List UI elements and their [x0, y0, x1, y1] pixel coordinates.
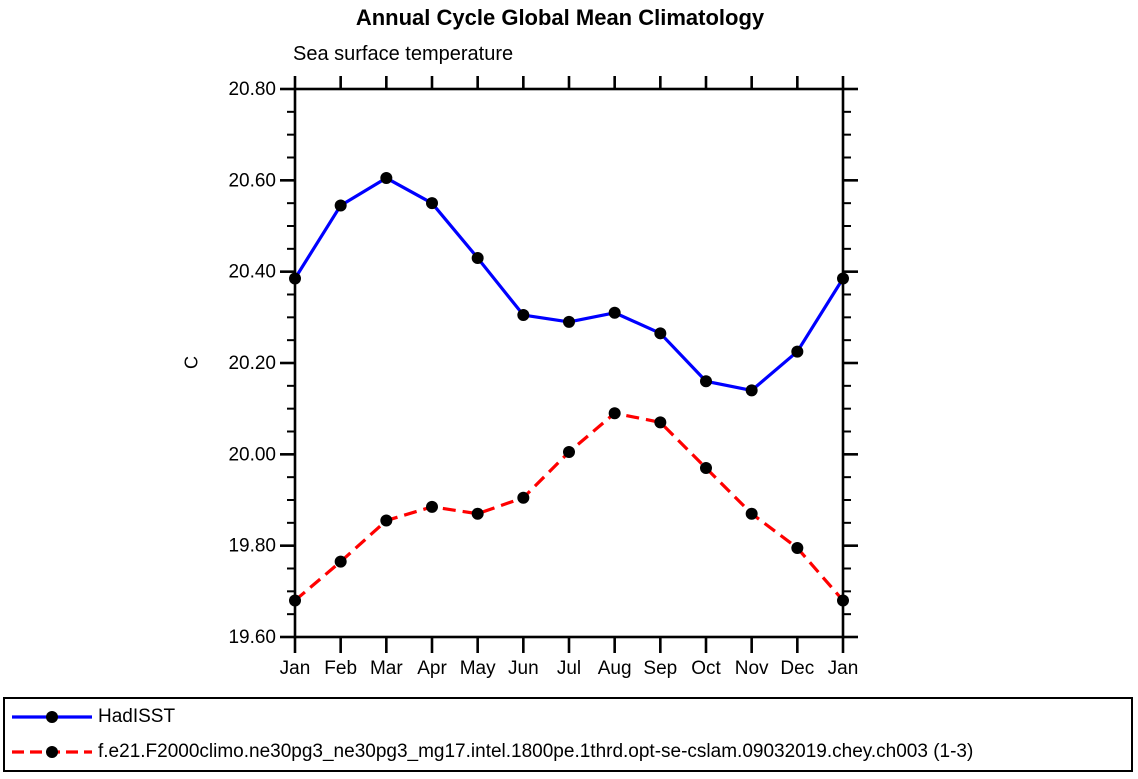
series-marker-1	[426, 500, 438, 513]
legend-line-sample-solid	[12, 711, 92, 724]
series-marker-1	[563, 446, 575, 459]
annual-cycle-line-chart: 19.60 19.80 20.00 20.20 20.40 20.60 20.80 Jan Fe…	[228, 76, 859, 679]
x-axis-month-label: May	[460, 658, 496, 679]
x-axis-month-label: Aug	[598, 658, 632, 679]
plot-frame	[293, 87, 845, 639]
x-axis-month-label: Jan	[280, 658, 311, 679]
series-marker-1	[700, 462, 712, 475]
series-marker-0	[837, 272, 849, 285]
series-marker-0	[517, 309, 530, 322]
series-marker-1	[608, 407, 621, 420]
chart-subtitle: Sea surface temperature	[293, 43, 514, 65]
y-axis-tick-label: 20.20	[228, 353, 276, 374]
y-axis-tick-label: 19.60	[228, 627, 276, 648]
series-marker-0	[563, 315, 575, 328]
x-axis-month-label: Sep	[643, 658, 677, 679]
x-axis-month-label: Oct	[691, 658, 721, 679]
x-axis-month-label: Nov	[735, 658, 769, 679]
y-axis-tick-label: 20.00	[228, 444, 276, 465]
x-axis-month-label: Apr	[417, 658, 447, 679]
series-marker-1	[380, 514, 393, 527]
y-axis-tick-label: 20.80	[228, 79, 276, 100]
legend-marker-dot	[46, 745, 58, 758]
series-marker-1	[289, 594, 301, 607]
series-marker-1	[517, 491, 530, 504]
series-marker-1	[471, 507, 484, 520]
legend-row-hadisst: HadISST	[5, 701, 1131, 734]
series-marker-0	[654, 327, 667, 340]
series-marker-1	[791, 541, 804, 554]
y-axis-tick-label: 19.80	[228, 536, 276, 557]
series-line-0	[293, 176, 845, 392]
legend-box: HadISST f.e21.F2000climo.ne30pg3_ne30pg3…	[3, 697, 1133, 772]
series-marker-0	[791, 345, 804, 358]
x-axis-month-label: Jan	[828, 658, 859, 679]
series-line-1	[293, 411, 845, 602]
series-marker-0	[289, 272, 301, 285]
x-axis-month-label: Feb	[324, 658, 357, 679]
x-axis-month-label: Jun	[508, 658, 539, 679]
series-marker-0	[334, 199, 347, 212]
legend-label-hadisst: HadISST	[98, 706, 176, 728]
series-marker-1	[837, 594, 849, 607]
series-marker-1	[334, 555, 347, 568]
series-marker-0	[745, 384, 758, 397]
series-marker-0	[426, 197, 438, 210]
series-marker-0	[380, 172, 393, 185]
x-axis-month-label: Dec	[780, 658, 814, 679]
x-axis-month-label: Mar	[370, 658, 403, 679]
y-axis-tick-label: 20.40	[228, 262, 276, 283]
x-axis-month-label: Jul	[557, 658, 581, 679]
y-axis-tick-label: 20.60	[228, 170, 276, 191]
legend-label-model: f.e21.F2000climo.ne30pg3_ne30pg3_mg17.in…	[98, 740, 974, 762]
series-marker-0	[608, 306, 621, 319]
series-marker-0	[471, 251, 484, 264]
series-marker-1	[654, 416, 667, 429]
legend-marker-dot	[46, 711, 58, 724]
chart-title: Annual Cycle Global Mean Climatology	[355, 5, 765, 30]
series-marker-1	[745, 507, 758, 520]
legend-row-model: f.e21.F2000climo.ne30pg3_ne30pg3_mg17.in…	[5, 735, 1131, 768]
legend-line-sample-dashed	[12, 745, 92, 758]
series-marker-0	[700, 375, 712, 388]
